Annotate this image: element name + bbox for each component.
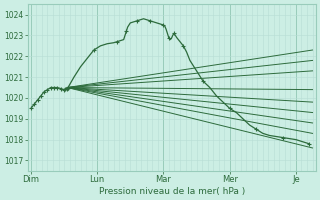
X-axis label: Pression niveau de la mer( hPa ): Pression niveau de la mer( hPa ) <box>99 187 245 196</box>
